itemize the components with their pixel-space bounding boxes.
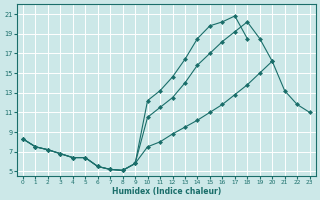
X-axis label: Humidex (Indice chaleur): Humidex (Indice chaleur) (112, 187, 221, 196)
